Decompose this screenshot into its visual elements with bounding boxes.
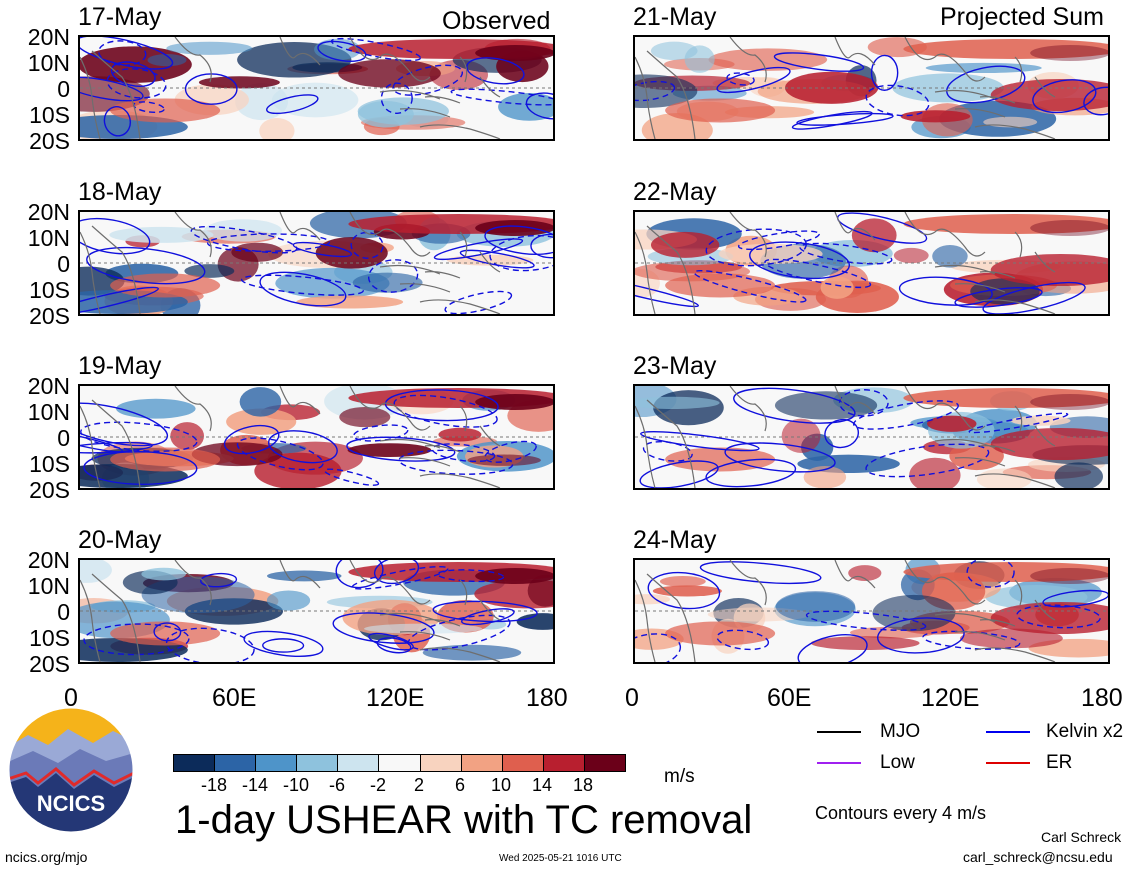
legend-line-kelvin (986, 731, 1030, 733)
lon-tick: 120E (366, 684, 425, 712)
author-email: carl_schreck@ncsu.edu (963, 849, 1113, 865)
colorbar-label: -2 (369, 775, 386, 795)
lat-tick: 0 (57, 599, 70, 625)
lon-tick: 180 (1081, 684, 1123, 712)
lon-tick: 180 (526, 684, 568, 712)
timestamp: Wed 2025-05-21 1016 UTC (499, 853, 622, 864)
panel-date-2: 18-May (78, 178, 162, 206)
map-panel-observed-2 (78, 210, 555, 316)
panel-date-8: 24-May (633, 526, 717, 554)
panel-date-7: 23-May (633, 352, 717, 380)
main-title: 1-day USHEAR with TC removal (175, 798, 753, 842)
colorbar-label: 10 (490, 775, 512, 795)
lon-tick: 60E (767, 684, 812, 712)
lat-tick: 20N (27, 199, 70, 225)
colorbar-box (583, 754, 626, 772)
observed-title: Observed (442, 7, 551, 35)
lat-tick: 10N (27, 399, 70, 425)
lat-tick: 20S (29, 651, 70, 677)
site-url: ncics.org/mjo (5, 849, 88, 865)
lat-tick: 20S (29, 477, 70, 503)
colorbar-box (337, 754, 380, 772)
lat-tick: 20N (27, 24, 70, 50)
lat-tick: 0 (57, 251, 70, 277)
panel-date-6: 22-May (633, 178, 717, 206)
colorbar-unit: m/s (664, 766, 695, 787)
lat-tick: 0 (57, 76, 70, 102)
colorbar-label: 14 (531, 775, 553, 795)
legend-line-low (817, 762, 861, 764)
colorbar-label: -14 (241, 775, 268, 795)
colorbar-box (173, 754, 216, 772)
colorbar-label: -6 (328, 775, 345, 795)
map-panel-projected-4 (633, 558, 1110, 664)
colorbar-box (460, 754, 503, 772)
panel-date-1: 17-May (78, 3, 162, 31)
colorbar-box (501, 754, 544, 772)
lat-tick: 20N (27, 547, 70, 573)
panel-date-4: 20-May (78, 526, 162, 554)
lon-tick: 0 (625, 684, 639, 712)
panel-date-3: 19-May (78, 352, 162, 380)
map-panel-projected-2 (633, 210, 1110, 316)
lat-tick: 10N (27, 50, 70, 76)
lon-tick: 120E (921, 684, 980, 712)
legend-label-low: Low (880, 752, 915, 773)
colorbar-label: -10 (282, 775, 309, 795)
map-panel-projected-1 (633, 35, 1110, 141)
colorbar-label: 2 (413, 775, 424, 795)
lat-tick: 0 (57, 425, 70, 451)
lat-tick: 20N (27, 373, 70, 399)
lat-tick: 20S (29, 128, 70, 154)
colorbar-label: 18 (572, 775, 594, 795)
panel-date-5: 21-May (633, 3, 717, 31)
map-panel-observed-4 (78, 558, 555, 664)
colorbar-box (542, 754, 585, 772)
lon-tick: 60E (212, 684, 257, 712)
legend-label-kelvin: Kelvin x2 (1046, 721, 1124, 742)
author: Carl Schreck (1041, 829, 1122, 845)
colorbar-box (378, 754, 421, 772)
colorbar-box (214, 754, 257, 772)
map-panel-observed-1 (78, 35, 555, 141)
ncics-logo: NCICS (8, 707, 134, 833)
contour-note: Contours every 4 m/s (815, 803, 987, 823)
colorbar-label: -18 (200, 775, 227, 795)
lat-tick: 10S (29, 102, 70, 128)
colorbar-label: 6 (454, 775, 465, 795)
colorbar-box (419, 754, 462, 772)
legend-line-mjo (817, 731, 861, 733)
legend-label-er: ER (1046, 752, 1073, 773)
lat-tick: 10N (27, 573, 70, 599)
colorbar (173, 754, 626, 772)
projected-title: Projected Sum (940, 3, 1104, 31)
legend-line-er (986, 762, 1030, 764)
lat-tick: 10S (29, 277, 70, 303)
map-panel-projected-3 (633, 384, 1110, 490)
lat-tick: 10S (29, 625, 70, 651)
lat-tick: 10S (29, 451, 70, 477)
logo-text: NCICS (37, 791, 105, 816)
lat-tick: 20S (29, 303, 70, 329)
lat-tick: 10N (27, 225, 70, 251)
colorbar-box (255, 754, 298, 772)
lon-tick: 0 (64, 684, 78, 712)
legend-label-mjo: MJO (880, 721, 921, 742)
colorbar-box (296, 754, 339, 772)
map-panel-observed-3 (78, 384, 555, 490)
